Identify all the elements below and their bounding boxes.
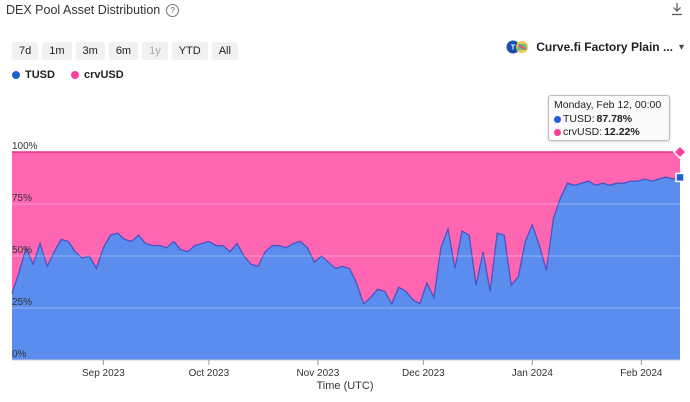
range-all-button[interactable]: All	[211, 42, 238, 60]
chart-legend: TUSD crvUSD	[12, 69, 124, 81]
x-axis-title: Time (UTC)	[316, 380, 374, 392]
pool-selector[interactable]: T Curve.fi Factory Plain ... ▾	[506, 40, 684, 54]
pool-token-logos-icon: T	[506, 40, 529, 54]
tooltip-crvusd-label: crvUSD:	[563, 126, 603, 138]
tooltip-dot-tusd	[554, 115, 561, 123]
legend-dot-crvusd	[70, 71, 79, 79]
download-icon[interactable]	[671, 2, 683, 16]
x-tick-label: Feb 2024	[620, 368, 663, 379]
range-7d-button[interactable]: 7d	[12, 42, 39, 60]
legend-item-tusd[interactable]: TUSD	[12, 69, 55, 81]
tooltip-crvusd-value: 12.22%	[604, 126, 640, 138]
tooltip-dot-crvusd	[554, 129, 561, 137]
pool-label: Curve.fi Factory Plain ...	[536, 40, 673, 54]
y-tick-label: 50%	[12, 245, 32, 256]
legend-dot-tusd	[12, 71, 20, 79]
tooltip-tusd-value: 87.78%	[596, 112, 633, 125]
hover-marker-crvusd	[672, 144, 688, 160]
range-ytd-button[interactable]: YTD	[171, 42, 208, 60]
time-range-selector: 7d 1m 3m 6m 1y YTD All	[12, 42, 238, 60]
chart-title: DEX Pool Asset Distribution	[6, 3, 161, 17]
x-tick-label: Dec 2023	[402, 368, 445, 379]
legend-label-crvusd: crvUSD	[83, 69, 124, 81]
line-tusd	[11, 176, 681, 306]
x-tick-label: Oct 2023	[189, 368, 230, 379]
tooltip-row-tusd: TUSD: 87.78%	[554, 113, 664, 127]
chevron-down-icon: ▾	[678, 41, 684, 53]
range-1y-button[interactable]: 1y	[142, 42, 168, 60]
y-tick-label: 100%	[12, 141, 38, 152]
help-icon[interactable]: ?	[166, 3, 180, 17]
y-tick-label: 0%	[12, 349, 27, 360]
chart-header: DEX Pool Asset Distribution ?	[6, 3, 180, 17]
x-tick-label: Jan 2024	[512, 368, 554, 379]
range-1m-button[interactable]: 1m	[42, 42, 72, 60]
chart-tooltip: Monday, Feb 12, 00:00 TUSD: 87.78% crvUS…	[548, 95, 670, 141]
range-3m-button[interactable]: 3m	[75, 42, 105, 60]
tooltip-tusd-label: TUSD:	[563, 112, 595, 125]
y-tick-label: 25%	[12, 297, 32, 308]
x-tick-label: Sep 2023	[82, 368, 125, 379]
area-tusd	[12, 177, 680, 360]
range-6m-button[interactable]: 6m	[108, 42, 139, 60]
y-tick-label: 75%	[12, 193, 32, 204]
tooltip-row-crvusd: crvUSD: 12.22%	[554, 126, 664, 140]
legend-label-tusd: TUSD	[25, 69, 55, 81]
tooltip-date: Monday, Feb 12, 00:00	[554, 99, 662, 111]
svg-text:T: T	[511, 45, 516, 52]
legend-item-crvusd[interactable]: crvUSD	[70, 69, 124, 81]
x-tick-label: Nov 2023	[296, 368, 339, 379]
hover-marker-tusd	[675, 172, 685, 183]
